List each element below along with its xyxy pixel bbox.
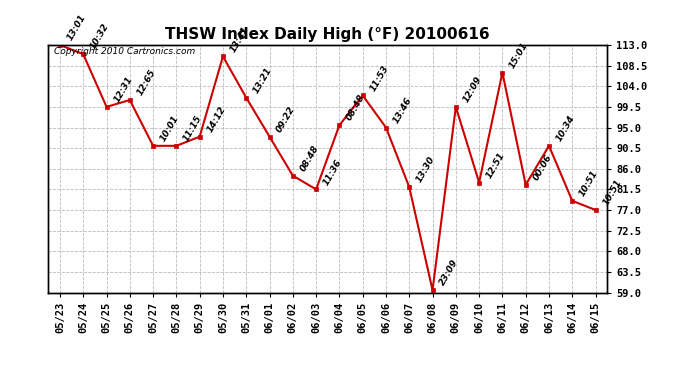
Text: 10:34: 10:34 <box>555 114 577 143</box>
Text: 09:22: 09:22 <box>275 105 297 134</box>
Text: 15:01: 15:01 <box>508 40 530 70</box>
Text: Copyright 2010 Cartronics.com: Copyright 2010 Cartronics.com <box>54 48 195 57</box>
Text: 08:48: 08:48 <box>298 144 320 173</box>
Text: 00:06: 00:06 <box>531 153 553 182</box>
Text: 13:30: 13:30 <box>415 155 437 184</box>
Text: 11:15: 11:15 <box>182 114 204 143</box>
Text: 08:48: 08:48 <box>345 93 367 122</box>
Text: 10:01: 10:01 <box>159 114 181 143</box>
Text: 10:51: 10:51 <box>578 169 600 198</box>
Text: 10:32: 10:32 <box>89 22 111 51</box>
Text: 12:51: 12:51 <box>484 150 506 180</box>
Title: THSW Index Daily High (°F) 20100616: THSW Index Daily High (°F) 20100616 <box>166 27 490 42</box>
Text: 12:09: 12:09 <box>462 75 484 104</box>
Text: 14:12: 14:12 <box>205 105 227 134</box>
Text: 13:01: 13:01 <box>66 13 88 42</box>
Text: 10:51: 10:51 <box>601 178 623 207</box>
Text: 12:31: 12:31 <box>112 75 134 104</box>
Text: 13:41: 13:41 <box>228 24 250 54</box>
Text: 23:09: 23:09 <box>438 258 460 287</box>
Text: 13:46: 13:46 <box>391 95 413 125</box>
Text: 11:36: 11:36 <box>322 157 344 187</box>
Text: 13:21: 13:21 <box>252 66 274 95</box>
Text: 11:53: 11:53 <box>368 63 391 93</box>
Text: 12:65: 12:65 <box>135 68 157 97</box>
